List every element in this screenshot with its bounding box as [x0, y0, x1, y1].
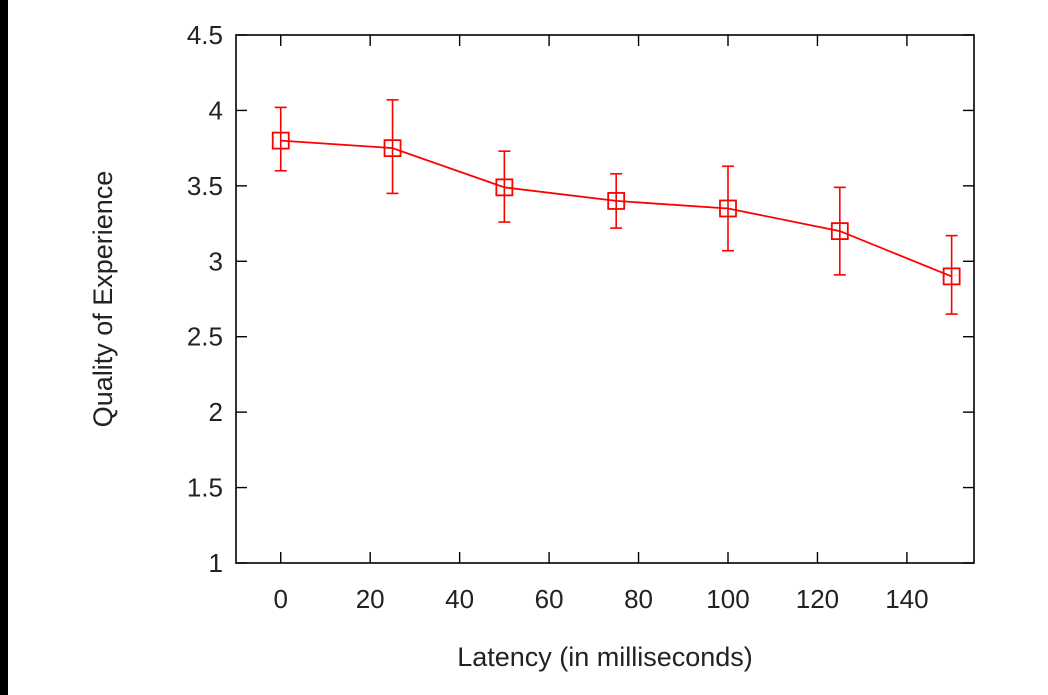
- data-point-marker: [383, 139, 402, 158]
- x-tick-label: 0: [273, 584, 287, 614]
- qoe-latency-chart: 1 1.5 2 2.5 3 3.5 4 4.5 0 20 40 60 80 100 120 140 Laten…: [88, 20, 975, 672]
- x-tick-label: 20: [356, 584, 385, 614]
- x-tick-label: 140: [885, 584, 928, 614]
- data-point-marker: [495, 178, 514, 197]
- y-tick-label: 4.5: [187, 20, 223, 50]
- y-tick-label: 3: [209, 246, 223, 276]
- x-tick-label: 100: [706, 584, 749, 614]
- data-point-marker: [271, 131, 290, 150]
- series-line: [280, 139, 952, 278]
- y-tick-label: 3.5: [187, 171, 223, 201]
- errorbar-layer: [274, 99, 958, 315]
- plot-frame: [235, 34, 975, 564]
- y-tick-label: 2.5: [187, 322, 223, 352]
- y-tick-label: 1: [209, 548, 223, 578]
- x-tick-label: 80: [624, 584, 653, 614]
- tick-label-layer: 1 1.5 2 2.5 3 3.5 4 4.5 0 20 40 60 80 100 120 140: [187, 20, 929, 614]
- x-tick-label: 120: [796, 584, 839, 614]
- y-axis-title: Quality of Experience: [88, 171, 118, 428]
- y-tick-label: 4: [209, 95, 223, 125]
- data-point-marker: [719, 199, 737, 218]
- data-point-marker: [830, 222, 849, 241]
- x-tick-label: 60: [535, 584, 564, 614]
- y-tick-label: 1.5: [187, 473, 223, 503]
- marker-layer: [271, 131, 961, 286]
- figure-page: 1 1.5 2 2.5 3 3.5 4 4.5 0 20 40 60 80 100 120 140 Laten…: [8, 0, 1048, 695]
- series-line-layer: [280, 139, 952, 278]
- x-axis-title: Latency (in milliseconds): [457, 642, 753, 672]
- y-tick-label: 2: [209, 397, 223, 427]
- x-tick-label: 40: [445, 584, 474, 614]
- axes-layer: [235, 34, 975, 564]
- data-point-marker: [607, 192, 626, 210]
- data-point-marker: [942, 267, 961, 286]
